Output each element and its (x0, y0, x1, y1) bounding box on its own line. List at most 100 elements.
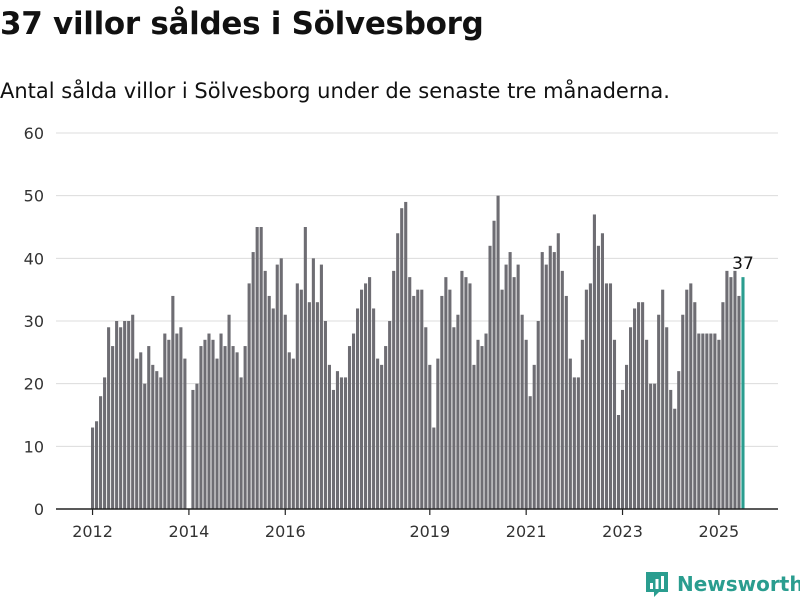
bar (103, 377, 107, 509)
bar (472, 364, 476, 509)
bar (721, 302, 725, 509)
bar (592, 214, 596, 509)
bar (279, 258, 283, 509)
bar (319, 264, 323, 509)
bar (239, 377, 243, 509)
bar (372, 308, 376, 509)
bar (115, 321, 119, 509)
bar (657, 314, 661, 509)
newsworthy-logo: Newsworthy (644, 568, 800, 600)
bar (412, 295, 416, 509)
bar (195, 383, 199, 509)
x-tick-label: 2023 (602, 522, 643, 541)
bar (315, 302, 319, 509)
bar (331, 389, 335, 509)
bar (653, 383, 657, 509)
x-tick-label: 2019 (409, 522, 450, 541)
y-tick-label: 10 (24, 437, 44, 456)
bar (227, 314, 231, 509)
bar (392, 270, 396, 509)
page-title: 37 villor såldes i Sölvesborg (0, 6, 484, 42)
bar (339, 377, 344, 509)
bar (584, 289, 588, 509)
bar (685, 289, 689, 509)
bar (91, 427, 95, 509)
brand-name: Newsworthy (677, 572, 800, 596)
highlight-value-label: 37 (732, 254, 754, 274)
bar (516, 264, 520, 509)
bar (705, 333, 709, 509)
y-tick-label: 0 (34, 500, 44, 519)
bar (179, 327, 183, 509)
bar (649, 383, 653, 509)
bar (452, 327, 456, 509)
bar (508, 252, 512, 510)
bar (524, 339, 528, 509)
bar (540, 252, 544, 510)
bar (737, 295, 741, 509)
bar (175, 333, 179, 509)
bar (633, 308, 637, 509)
bar (600, 233, 605, 509)
bar (532, 364, 536, 509)
bar (560, 270, 564, 509)
bar (99, 396, 103, 509)
bar (247, 283, 251, 509)
bar (492, 220, 496, 509)
bar (131, 314, 135, 509)
bar (291, 358, 295, 509)
bar (287, 352, 291, 509)
bar (107, 327, 111, 509)
bar (580, 339, 584, 509)
bar (111, 346, 115, 509)
bar (669, 389, 673, 509)
bar (275, 264, 279, 509)
bar (259, 227, 263, 509)
bar (717, 339, 721, 509)
bar (380, 364, 384, 509)
bar (171, 295, 175, 509)
y-tick-label: 40 (24, 249, 44, 268)
bar (211, 339, 215, 509)
bar (645, 339, 649, 509)
bar (347, 346, 352, 509)
bar (713, 333, 717, 509)
bar (588, 283, 592, 509)
bar (219, 333, 223, 509)
bar (468, 283, 472, 509)
bar (436, 358, 440, 509)
bar (271, 308, 275, 509)
bar (351, 333, 356, 509)
bar (552, 252, 556, 510)
bar (484, 333, 488, 509)
x-tick-label: 2014 (169, 522, 210, 541)
bar (376, 358, 380, 509)
bar (548, 245, 552, 510)
bar (697, 333, 701, 509)
bar (203, 339, 207, 509)
bar (135, 358, 139, 509)
bar (243, 346, 247, 509)
bar (155, 371, 159, 509)
bar (596, 245, 600, 510)
bar (725, 270, 729, 509)
bar (303, 227, 307, 509)
bar (215, 358, 219, 509)
bar (424, 327, 428, 509)
bar (693, 302, 697, 509)
bar (733, 270, 737, 509)
bar (709, 333, 713, 509)
bar (355, 308, 360, 509)
bar (536, 321, 540, 509)
bar (544, 264, 548, 509)
bar (416, 289, 420, 509)
bar (207, 333, 211, 509)
bar (400, 208, 404, 509)
x-tick-label: 2021 (506, 522, 547, 541)
bar (295, 283, 299, 509)
bar (729, 277, 733, 509)
bar (637, 302, 641, 509)
bar (460, 270, 464, 509)
bar (147, 346, 151, 509)
newsworthy-icon (646, 572, 668, 597)
